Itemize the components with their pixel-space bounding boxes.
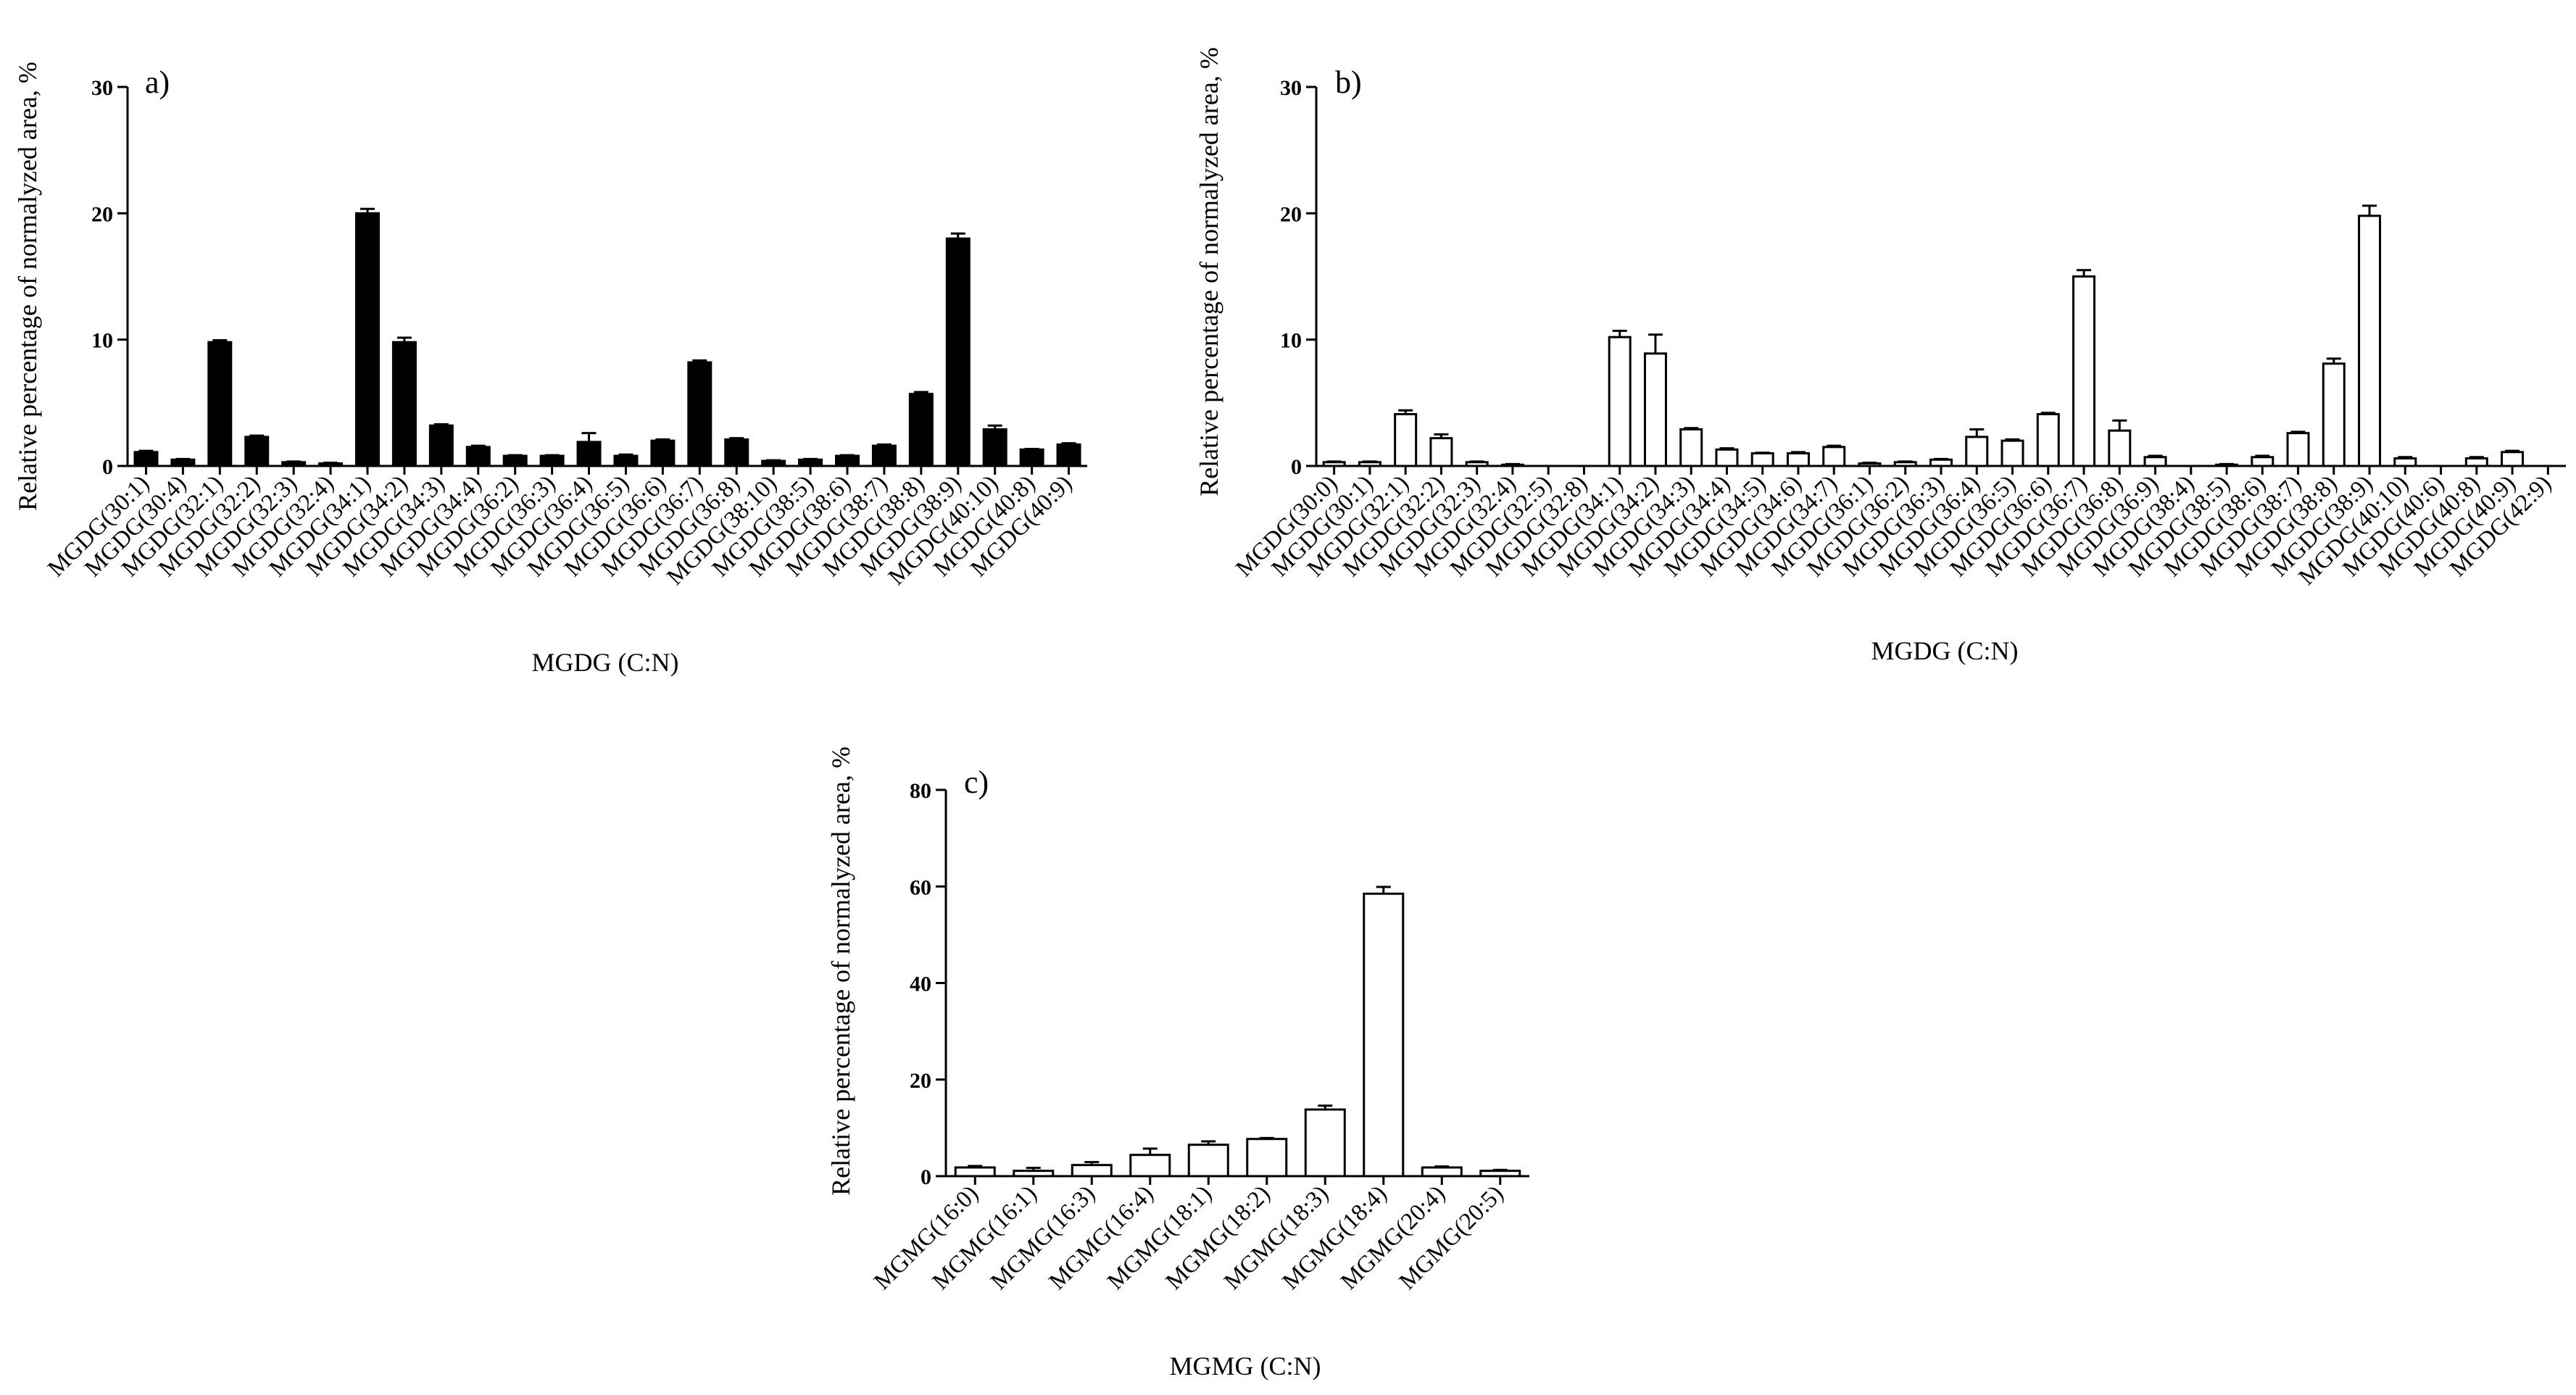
panel-a-bars: [133, 207, 1081, 467]
bar-mgdg-40-10: [982, 428, 1007, 467]
panel-c-y-axis-title: Relative percentage of normalyzed area, …: [826, 746, 855, 1196]
bar-mgmg-16-3: [1071, 1164, 1113, 1178]
bar-mgmg-16-0: [954, 1166, 996, 1178]
bar-mgdg-36-3: [539, 454, 565, 467]
y-tick-label: 10: [1280, 329, 1302, 353]
y-tick-label: 80: [910, 779, 931, 803]
bar-mgdg-34-3: [428, 424, 454, 467]
bar-mgdg-36-8: [2108, 429, 2132, 467]
bar-mgmg-18-4: [1363, 892, 1405, 1178]
bar-mgdg-36-5: [2000, 439, 2024, 467]
bar-mgdg-34-2: [1643, 352, 1667, 467]
panel-b-label: b): [1335, 64, 1362, 100]
y-tick-label: 60: [910, 875, 931, 899]
bar-mgdg-36-3: [1929, 458, 1953, 467]
bar-mgdg-34-5: [1750, 452, 1774, 467]
bar-mgdg-36-5: [613, 454, 639, 467]
bar-mgdg-40-8: [1019, 448, 1044, 467]
bar-mgmg-18-2: [1246, 1138, 1288, 1178]
bar-mgdg-32-2: [1429, 437, 1453, 467]
y-tick-label: 20: [910, 1069, 931, 1093]
bar-mgmg-20-4: [1421, 1166, 1463, 1178]
bar-mgdg-34-1: [355, 212, 380, 467]
panel-a: a) Relative percentage of normalyzed are…: [13, 62, 1087, 677]
bar-mgdg-36-2: [502, 454, 528, 467]
bar-mgdg-36-4: [1965, 436, 1989, 467]
bar-mgdg-40-9: [2501, 451, 2525, 467]
bar-mgmg-16-4: [1129, 1154, 1171, 1178]
bar-mgdg-36-6: [650, 439, 676, 467]
y-tick-label: 30: [1280, 76, 1302, 100]
bar-mgdg-32-1: [1394, 413, 1418, 467]
bar-mgdg-30-1: [133, 451, 159, 467]
bar-mgdg-36-4: [576, 441, 602, 467]
bar-mgdg-40-10: [2393, 457, 2417, 467]
panel-b-bars: [1322, 204, 2525, 467]
panel-a-label: a): [145, 64, 170, 100]
bar-mgdg-30-4: [170, 458, 196, 467]
panel-b: b) Relative percentage of normalyzed are…: [1194, 47, 2566, 665]
bar-mgdg-38-6: [835, 454, 860, 467]
bar-mgdg-32-1: [207, 341, 233, 467]
bar-mgdg-34-7: [1822, 446, 1846, 467]
bar-mgdg-38-7: [871, 444, 897, 467]
bar-mgdg-38-10: [761, 459, 786, 467]
y-tick-label: 0: [1291, 455, 1302, 479]
bar-mgdg-38-8: [908, 393, 934, 467]
bar-mgdg-36-8: [724, 438, 749, 467]
bar-mgmg-16-1: [1013, 1170, 1055, 1178]
bar-mgdg-32-3: [281, 461, 307, 467]
bar-mgdg-32-2: [244, 436, 270, 467]
y-tick-label: 20: [1280, 202, 1302, 226]
y-tick-label: 20: [91, 202, 113, 226]
bar-mgdg-38-9: [2358, 215, 2382, 467]
bar-mgdg-34-4: [1715, 448, 1739, 467]
bar-mgdg-38-5: [798, 458, 823, 467]
bar-mgdg-30-1: [1358, 461, 1382, 467]
bar-mgdg-36-6: [2036, 413, 2060, 467]
panel-a-x-axis-title: MGDG (C:N): [532, 648, 679, 677]
bar-mgdg-40-9: [1056, 443, 1081, 467]
bar-mgdg-34-2: [391, 341, 417, 467]
bar-mgdg-40-8: [2464, 457, 2488, 467]
bar-mgdg-34-4: [465, 446, 491, 467]
bar-mgdg-36-7: [687, 361, 712, 467]
bar-mgdg-38-6: [2251, 456, 2274, 467]
panel-c-label: c): [964, 765, 989, 800]
panel-a-y-axis-title: Relative percentage of normalyzed area, …: [13, 62, 42, 511]
bar-mgmg-18-1: [1187, 1144, 1229, 1178]
panel-b-x-axis-title: MGDG (C:N): [1871, 636, 2019, 665]
panel-b-y-axis-title: Relative percentage of normalyzed area, …: [1194, 47, 1223, 496]
y-tick-label: 0: [921, 1165, 931, 1189]
y-tick-label: 0: [102, 455, 113, 479]
bar-mgdg-36-2: [1893, 461, 1917, 467]
y-tick-label: 10: [91, 329, 113, 353]
y-tick-label: 30: [91, 76, 113, 100]
bar-mgdg-38-9: [945, 237, 971, 467]
bar-mgdg-38-8: [2322, 362, 2346, 467]
panel-c-x-axis-title: MGMG (C:N): [1169, 1352, 1321, 1381]
bar-mgdg-34-6: [1786, 452, 1810, 467]
bar-mgdg-32-3: [1465, 461, 1489, 467]
bar-mgdg-38-7: [2286, 432, 2310, 467]
bar-mgdg-36-9: [2143, 456, 2167, 467]
bar-mgdg-34-3: [1679, 428, 1703, 467]
panel-b-x-tick-labels: MGDG(30:0)MGDG(30:1)MGDG(32:1)MGDG(32:2)…: [1231, 470, 2557, 590]
bar-mgdg-30-0: [1322, 461, 1346, 467]
bar-mgmg-18-3: [1304, 1108, 1346, 1178]
bar-mgmg-20-5: [1479, 1170, 1521, 1178]
panel-c-bars: [954, 886, 1521, 1178]
y-tick-label: 40: [910, 973, 931, 996]
bar-mgdg-36-7: [2072, 275, 2096, 467]
bar-mgdg-34-1: [1608, 336, 1632, 467]
